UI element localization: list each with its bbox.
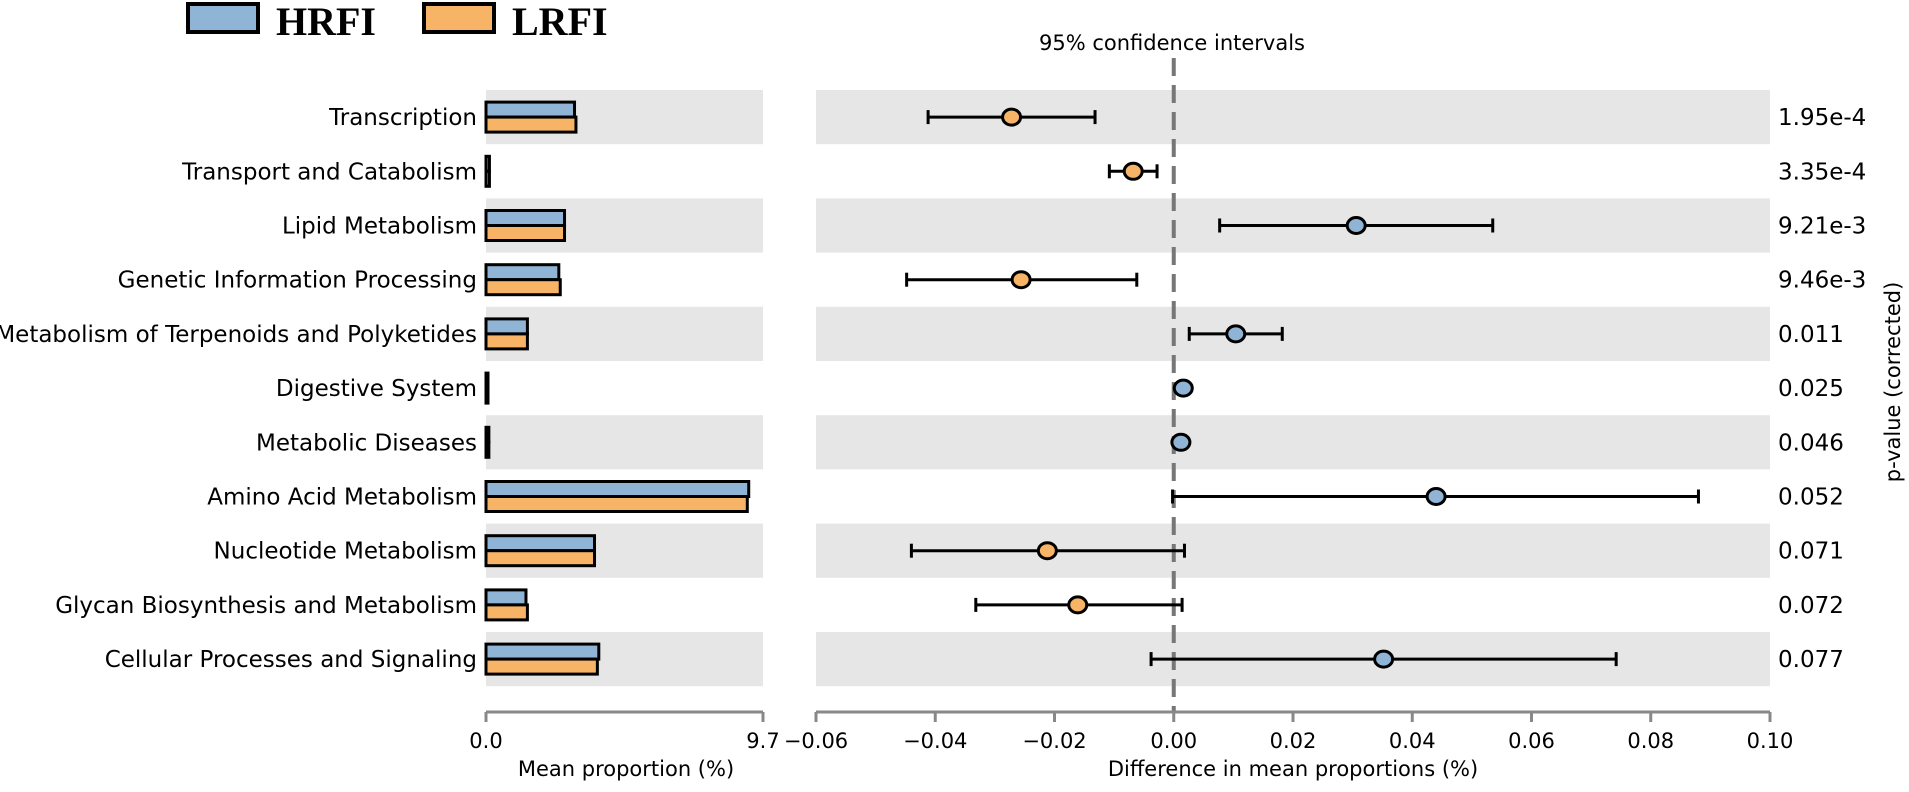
difference-tick-label-7: 0.08 (1627, 729, 1674, 753)
bar-hrfi-glycan-biosynthesis-and-metabolism (486, 590, 526, 605)
ci-marker-digestive-system (1174, 380, 1192, 396)
ci-marker-metabolic-diseases (1172, 434, 1190, 450)
ci-marker-glycan-biosynthesis-and-metabolism (976, 597, 1182, 613)
difference-axis-title: Difference in mean proportions (%) (1108, 757, 1478, 781)
legend-swatch-lrfi (424, 4, 494, 32)
difference-tick-label-8: 0.10 (1747, 729, 1794, 753)
bar-hrfi-amino-acid-metabolism (486, 482, 749, 497)
bar-hrfi-cellular-processes-and-signaling (486, 644, 599, 659)
category-label-metabolic-diseases: Metabolic Diseases (256, 430, 477, 456)
legend: HRFI LRFI (188, 0, 608, 44)
p-value-genetic-information-processing: 9.46e-3 (1778, 268, 1866, 294)
category-label-nucleotide-metabolism: Nucleotide Metabolism (214, 539, 477, 565)
p-value-metabolic-diseases: 0.046 (1778, 430, 1844, 456)
ci-point-metabolism-of-terpenoids-and-polyketides (1227, 326, 1245, 342)
bar-lrfi-cellular-processes-and-signaling (486, 659, 597, 674)
bar-hrfi-metabolic-diseases (486, 427, 489, 442)
p-value-cellular-processes-and-signaling: 0.077 (1778, 647, 1844, 673)
mean-proportion-axis: 0.0 9.7 (469, 712, 779, 753)
p-value-lipid-metabolism: 9.21e-3 (1778, 214, 1866, 240)
p-value-labels: 1.95e-4 3.35e-4 9.21e-3 9.46e-3 0.011 0.025 0.… (1778, 105, 1866, 673)
ci-marker-genetic-information-processing (907, 272, 1137, 288)
ci-marker-amino-acid-metabolism (1173, 489, 1699, 505)
mean-proportion-tick-label-1: 9.7 (746, 729, 779, 753)
bar-lrfi-glycan-biosynthesis-and-metabolism (486, 605, 527, 620)
ci-marker-transport-and-catabolism (1109, 163, 1157, 179)
bar-hrfi-lipid-metabolism (486, 211, 565, 226)
p-value-transcription: 1.95e-4 (1778, 105, 1866, 131)
ci-point-transport-and-catabolism (1124, 163, 1142, 179)
ci-point-transcription (1003, 109, 1021, 125)
bar-hrfi-transcription (486, 102, 575, 117)
legend-label-lrfi: LRFI (512, 0, 608, 44)
p-value-amino-acid-metabolism: 0.052 (1778, 485, 1844, 511)
ci-point-digestive-system (1174, 380, 1192, 396)
confidence-interval-markers (907, 109, 1699, 667)
bar-hrfi-metabolism-of-terpenoids-and-polyketides (486, 319, 527, 334)
difference-tick-label-6: 0.06 (1508, 729, 1555, 753)
category-label-genetic-information-processing: Genetic Information Processing (118, 268, 477, 294)
bar-hrfi-genetic-information-processing (486, 265, 559, 280)
bar-lrfi-amino-acid-metabolism (486, 497, 747, 512)
band-right-metabolism-of-terpenoids-and-polyketides (816, 307, 1770, 361)
extended-error-bar-chart: HRFI LRFI 95% confidence intervals Trans… (0, 0, 1909, 792)
bar-hrfi-digestive-system (486, 373, 488, 388)
category-label-transcription: Transcription (328, 105, 477, 131)
bar-hrfi-nucleotide-metabolism (486, 536, 595, 551)
ci-point-nucleotide-metabolism (1038, 543, 1056, 559)
category-label-amino-acid-metabolism: Amino Acid Metabolism (207, 485, 477, 511)
p-value-metabolism-of-terpenoids-and-polyketides: 0.011 (1778, 322, 1844, 348)
bar-lrfi-digestive-system (486, 388, 488, 403)
mean-proportion-axis-title: Mean proportion (%) (518, 757, 734, 781)
p-value-digestive-system: 0.025 (1778, 376, 1844, 402)
mean-proportion-bars (486, 102, 749, 674)
ci-point-lipid-metabolism (1347, 218, 1365, 234)
difference-tick-label-5: 0.04 (1389, 729, 1436, 753)
p-value-axis-title: p-value (corrected) (1881, 282, 1905, 483)
category-label-digestive-system: Digestive System (276, 376, 477, 402)
band-right-metabolic-diseases (816, 415, 1770, 469)
difference-axis: −0.06 −0.04 −0.02 0.00 0.02 0.04 0.06 0.08 0.10 (784, 712, 1794, 753)
mean-proportion-bands (486, 90, 763, 686)
legend-swatch-hrfi (188, 4, 258, 32)
category-label-transport-and-catabolism: Transport and Catabolism (181, 159, 477, 185)
bar-lrfi-nucleotide-metabolism (486, 551, 595, 566)
difference-bands (816, 90, 1770, 686)
p-value-nucleotide-metabolism: 0.071 (1778, 539, 1844, 565)
difference-tick-label-4: 0.02 (1270, 729, 1317, 753)
ci-point-cellular-processes-and-signaling (1375, 651, 1393, 667)
bar-lrfi-metabolic-diseases (486, 442, 489, 457)
confidence-interval-header: 95% confidence intervals (1039, 31, 1305, 55)
p-value-transport-and-catabolism: 3.35e-4 (1778, 159, 1866, 185)
difference-tick-label-1: −0.04 (903, 729, 967, 753)
bar-lrfi-transport-and-catabolism (486, 171, 489, 186)
category-label-cellular-processes-and-signaling: Cellular Processes and Signaling (105, 647, 477, 673)
bar-lrfi-genetic-information-processing (486, 280, 560, 295)
bar-lrfi-transcription (486, 117, 576, 132)
bar-lrfi-lipid-metabolism (486, 226, 565, 241)
category-label-lipid-metabolism: Lipid Metabolism (282, 214, 477, 240)
legend-label-hrfi: HRFI (276, 0, 376, 44)
p-value-glycan-biosynthesis-and-metabolism: 0.072 (1778, 593, 1844, 619)
difference-tick-label-0: −0.06 (784, 729, 848, 753)
band-left-metabolic-diseases (486, 415, 763, 469)
category-labels: Transcription Transport and Catabolism Lip… (0, 105, 477, 673)
ci-point-genetic-information-processing (1012, 272, 1030, 288)
bar-hrfi-transport-and-catabolism (486, 156, 489, 171)
ci-point-metabolic-diseases (1172, 434, 1190, 450)
category-label-metabolism-of-terpenoids-and-polyketides: Metabolism of Terpenoids and Polyketides (0, 322, 477, 348)
ci-point-glycan-biosynthesis-and-metabolism (1069, 597, 1087, 613)
difference-tick-label-2: −0.02 (1022, 729, 1086, 753)
difference-tick-label-3: 0.00 (1150, 729, 1197, 753)
category-label-glycan-biosynthesis-and-metabolism: Glycan Biosynthesis and Metabolism (55, 593, 477, 619)
bar-lrfi-metabolism-of-terpenoids-and-polyketides (486, 334, 527, 349)
mean-proportion-tick-label-0: 0.0 (469, 729, 502, 753)
ci-point-amino-acid-metabolism (1427, 489, 1445, 505)
